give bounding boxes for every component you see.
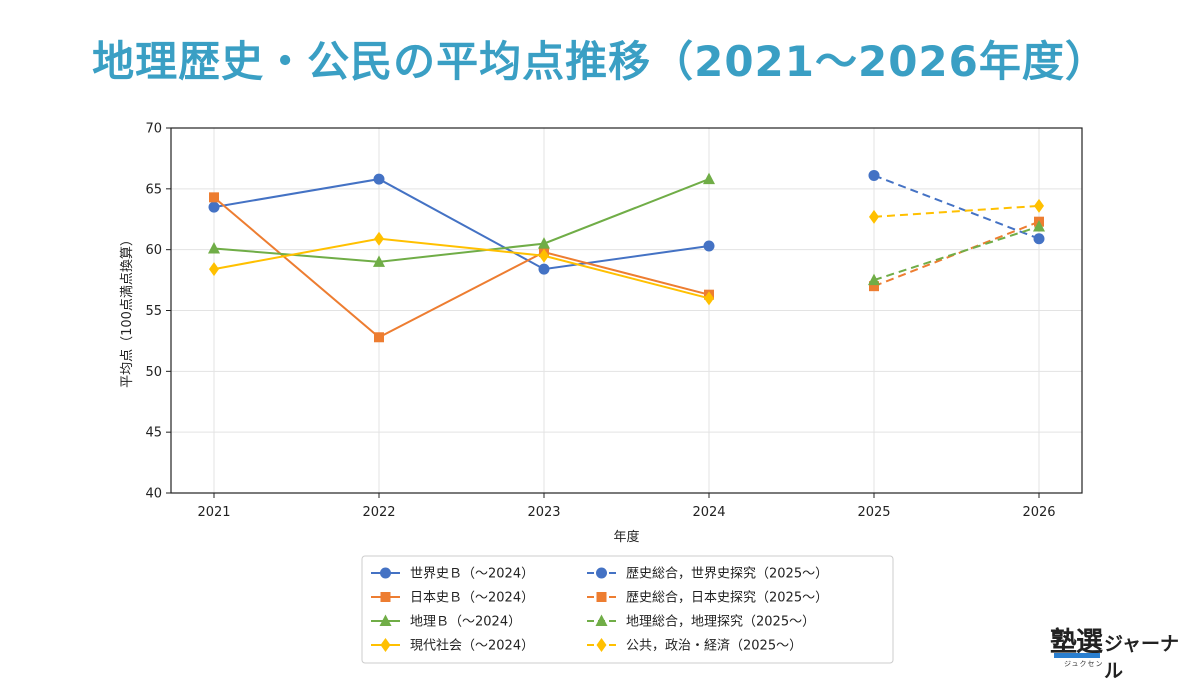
legend-box [361, 555, 894, 664]
legend-entry: 歴史総合，世界史探究（2025〜） [587, 567, 828, 582]
data-point [703, 240, 715, 252]
legend-entry: 日本史Ｂ（〜2024） [371, 591, 534, 606]
series-5 [868, 169, 1045, 245]
legend-label: 地理Ｂ（〜2024） [410, 615, 521, 630]
legend-label: 歴史総合，世界史探究（2025〜） [626, 567, 828, 582]
x-axis-ticks: 2021 2022 2023 2024 2025 2026 [197, 493, 1056, 520]
y-axis-label: 平均点（100点満点換算） [120, 233, 135, 388]
y-tick-label: 70 [145, 122, 162, 137]
series-line [873, 174, 1040, 240]
series-line [873, 220, 1040, 288]
data-point [1034, 198, 1044, 213]
legend-entry: 現代社会（〜2024） [371, 638, 534, 654]
brand-logo: 塾選 ジュクセン ジャーナル [1050, 620, 1195, 682]
legend-entry: 歴史総合，日本史探究（2025〜） [587, 591, 828, 606]
data-point [703, 172, 715, 185]
legend-marker [595, 614, 608, 626]
page-title: 地理歴史・公民の平均点推移（2021〜2026年度） [92, 37, 1108, 86]
y-axis-ticks: 40 45 50 55 60 65 70 [145, 122, 171, 502]
legend-entry: 公共，政治・経済（2025〜） [587, 638, 802, 654]
legend-entry: 世界史Ｂ（〜2024） [371, 567, 534, 582]
y-tick-label: 65 [145, 182, 162, 197]
data-point [373, 255, 385, 267]
x-tick-label: 2023 [527, 505, 560, 520]
data-point [869, 281, 879, 292]
legend-marker [596, 567, 607, 579]
brand-logo-kana: ジュクセン [1064, 660, 1104, 668]
series-7 [868, 220, 1045, 286]
legend: 世界史Ｂ（〜2024） 日本史Ｂ（〜2024） 地理Ｂ（〜2024） 現代社会（〜20… [361, 555, 894, 664]
series-line [873, 204, 1040, 218]
data-point [374, 332, 384, 343]
legend-entry: 地理Ｂ（〜2024） [371, 614, 521, 630]
data-point [868, 273, 880, 286]
series-3 [208, 172, 715, 267]
y-tick-label: 55 [145, 304, 162, 319]
data-point [539, 248, 549, 263]
data-point [704, 291, 714, 306]
data-point [374, 231, 384, 246]
legend-label: 公共，政治・経済（2025〜） [626, 638, 802, 654]
data-point [373, 173, 385, 185]
data-point [209, 262, 219, 277]
legend-label: 現代社会（〜2024） [410, 638, 534, 654]
x-tick-label: 2022 [362, 505, 395, 520]
series-2 [209, 192, 714, 343]
data-point [1033, 220, 1045, 232]
y-tick-label: 45 [145, 426, 162, 441]
data-point [538, 263, 550, 275]
x-tick-label: 2026 [1022, 505, 1055, 520]
legend-marker [596, 638, 607, 652]
legend-marker [380, 567, 391, 579]
x-tick-label: 2025 [857, 505, 890, 520]
data-point [208, 201, 220, 213]
series-4 [209, 231, 714, 306]
legend-label: 世界史Ｂ（〜2024） [410, 567, 534, 582]
y-tick-label: 60 [145, 243, 162, 258]
data-point [209, 192, 219, 203]
legend-marker [379, 614, 392, 626]
legend-label: 歴史総合，日本史探究（2025〜） [626, 591, 828, 606]
series-line [213, 178, 710, 271]
series-line [213, 237, 710, 300]
legend-label: 地理総合，地理探究（2025〜） [626, 615, 815, 630]
x-axis-label: 年度 [613, 529, 639, 545]
brand-logo-bar [1054, 653, 1100, 658]
legend-marker [596, 592, 607, 602]
x-tick-label: 2024 [692, 505, 725, 520]
series-lines [208, 169, 1045, 343]
series-6 [869, 216, 1044, 292]
brand-logo-text: 塾選 [1050, 627, 1103, 658]
legend-label: 日本史Ｂ（〜2024） [410, 591, 534, 606]
y-tick-label: 50 [145, 365, 162, 380]
data-point [868, 169, 880, 181]
series-8 [869, 198, 1044, 224]
y-tick-label: 40 [145, 487, 162, 502]
legend-entry: 地理総合，地理探究（2025〜） [587, 614, 815, 630]
data-point [208, 241, 220, 254]
data-point [869, 209, 879, 224]
legend-marker [380, 638, 391, 652]
series-line [213, 178, 710, 263]
series-1 [208, 173, 715, 275]
grid-lines [171, 127, 1082, 494]
series-line [213, 196, 710, 339]
data-point [538, 237, 550, 249]
x-tick-label: 2021 [197, 505, 230, 520]
series-line [873, 225, 1040, 282]
data-point [1033, 233, 1045, 245]
legend-marker [380, 592, 391, 602]
